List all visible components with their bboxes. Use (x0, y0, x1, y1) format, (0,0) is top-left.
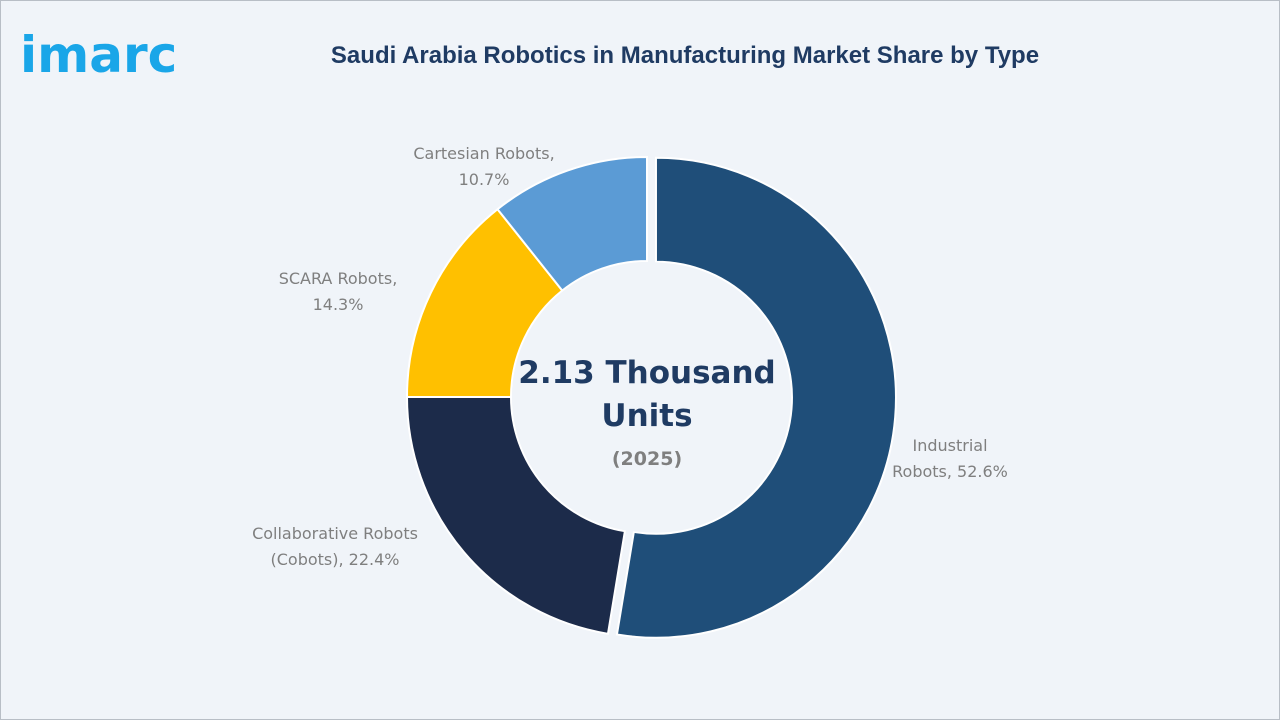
slice-label-line: Cartesian Robots, (413, 144, 554, 163)
slice-label-line: SCARA Robots, (279, 269, 398, 288)
slice-label-line: Collaborative Robots (252, 524, 418, 543)
slice-label-line: (Cobots), 22.4% (271, 550, 400, 569)
logo-text: imarc (20, 26, 177, 84)
slice-label-line: Industrial (912, 436, 987, 455)
slice-label-line: 10.7% (459, 170, 510, 189)
slice-label-1: Industrial Robots, 52.6% (892, 436, 1008, 481)
slice-label-4: Cartesian Robots, 10.7% (413, 144, 554, 189)
donut-hole (512, 262, 782, 532)
chart-title: Saudi Arabia Robotics in Manufacturing M… (330, 42, 1040, 69)
center-text: 2.13 Thousand Units (2025) (518, 355, 776, 470)
slice-label-line: 14.3% (313, 295, 364, 314)
slice-cartesian-robots (496, 155, 648, 292)
slice-labels: Industrial Robots, 52.6% Collaborative Rob… (252, 144, 1008, 569)
imarc-logo: imarc (20, 26, 177, 84)
slice-label-2: Collaborative Robots (Cobots), 22.4% (252, 524, 418, 569)
slice-industrial-robots (615, 156, 897, 639)
center-value-line-1: 2.13 Thousand (518, 355, 776, 391)
slice-collaborative-robots-cobots (405, 396, 627, 635)
slice-label-line: Robots, 52.6% (892, 462, 1008, 481)
donut-slices (405, 155, 897, 639)
center-year: (2025) (612, 448, 682, 470)
center-value-line-2: Units (601, 398, 692, 434)
slice-label-3: SCARA Robots, 14.3% (279, 269, 398, 314)
